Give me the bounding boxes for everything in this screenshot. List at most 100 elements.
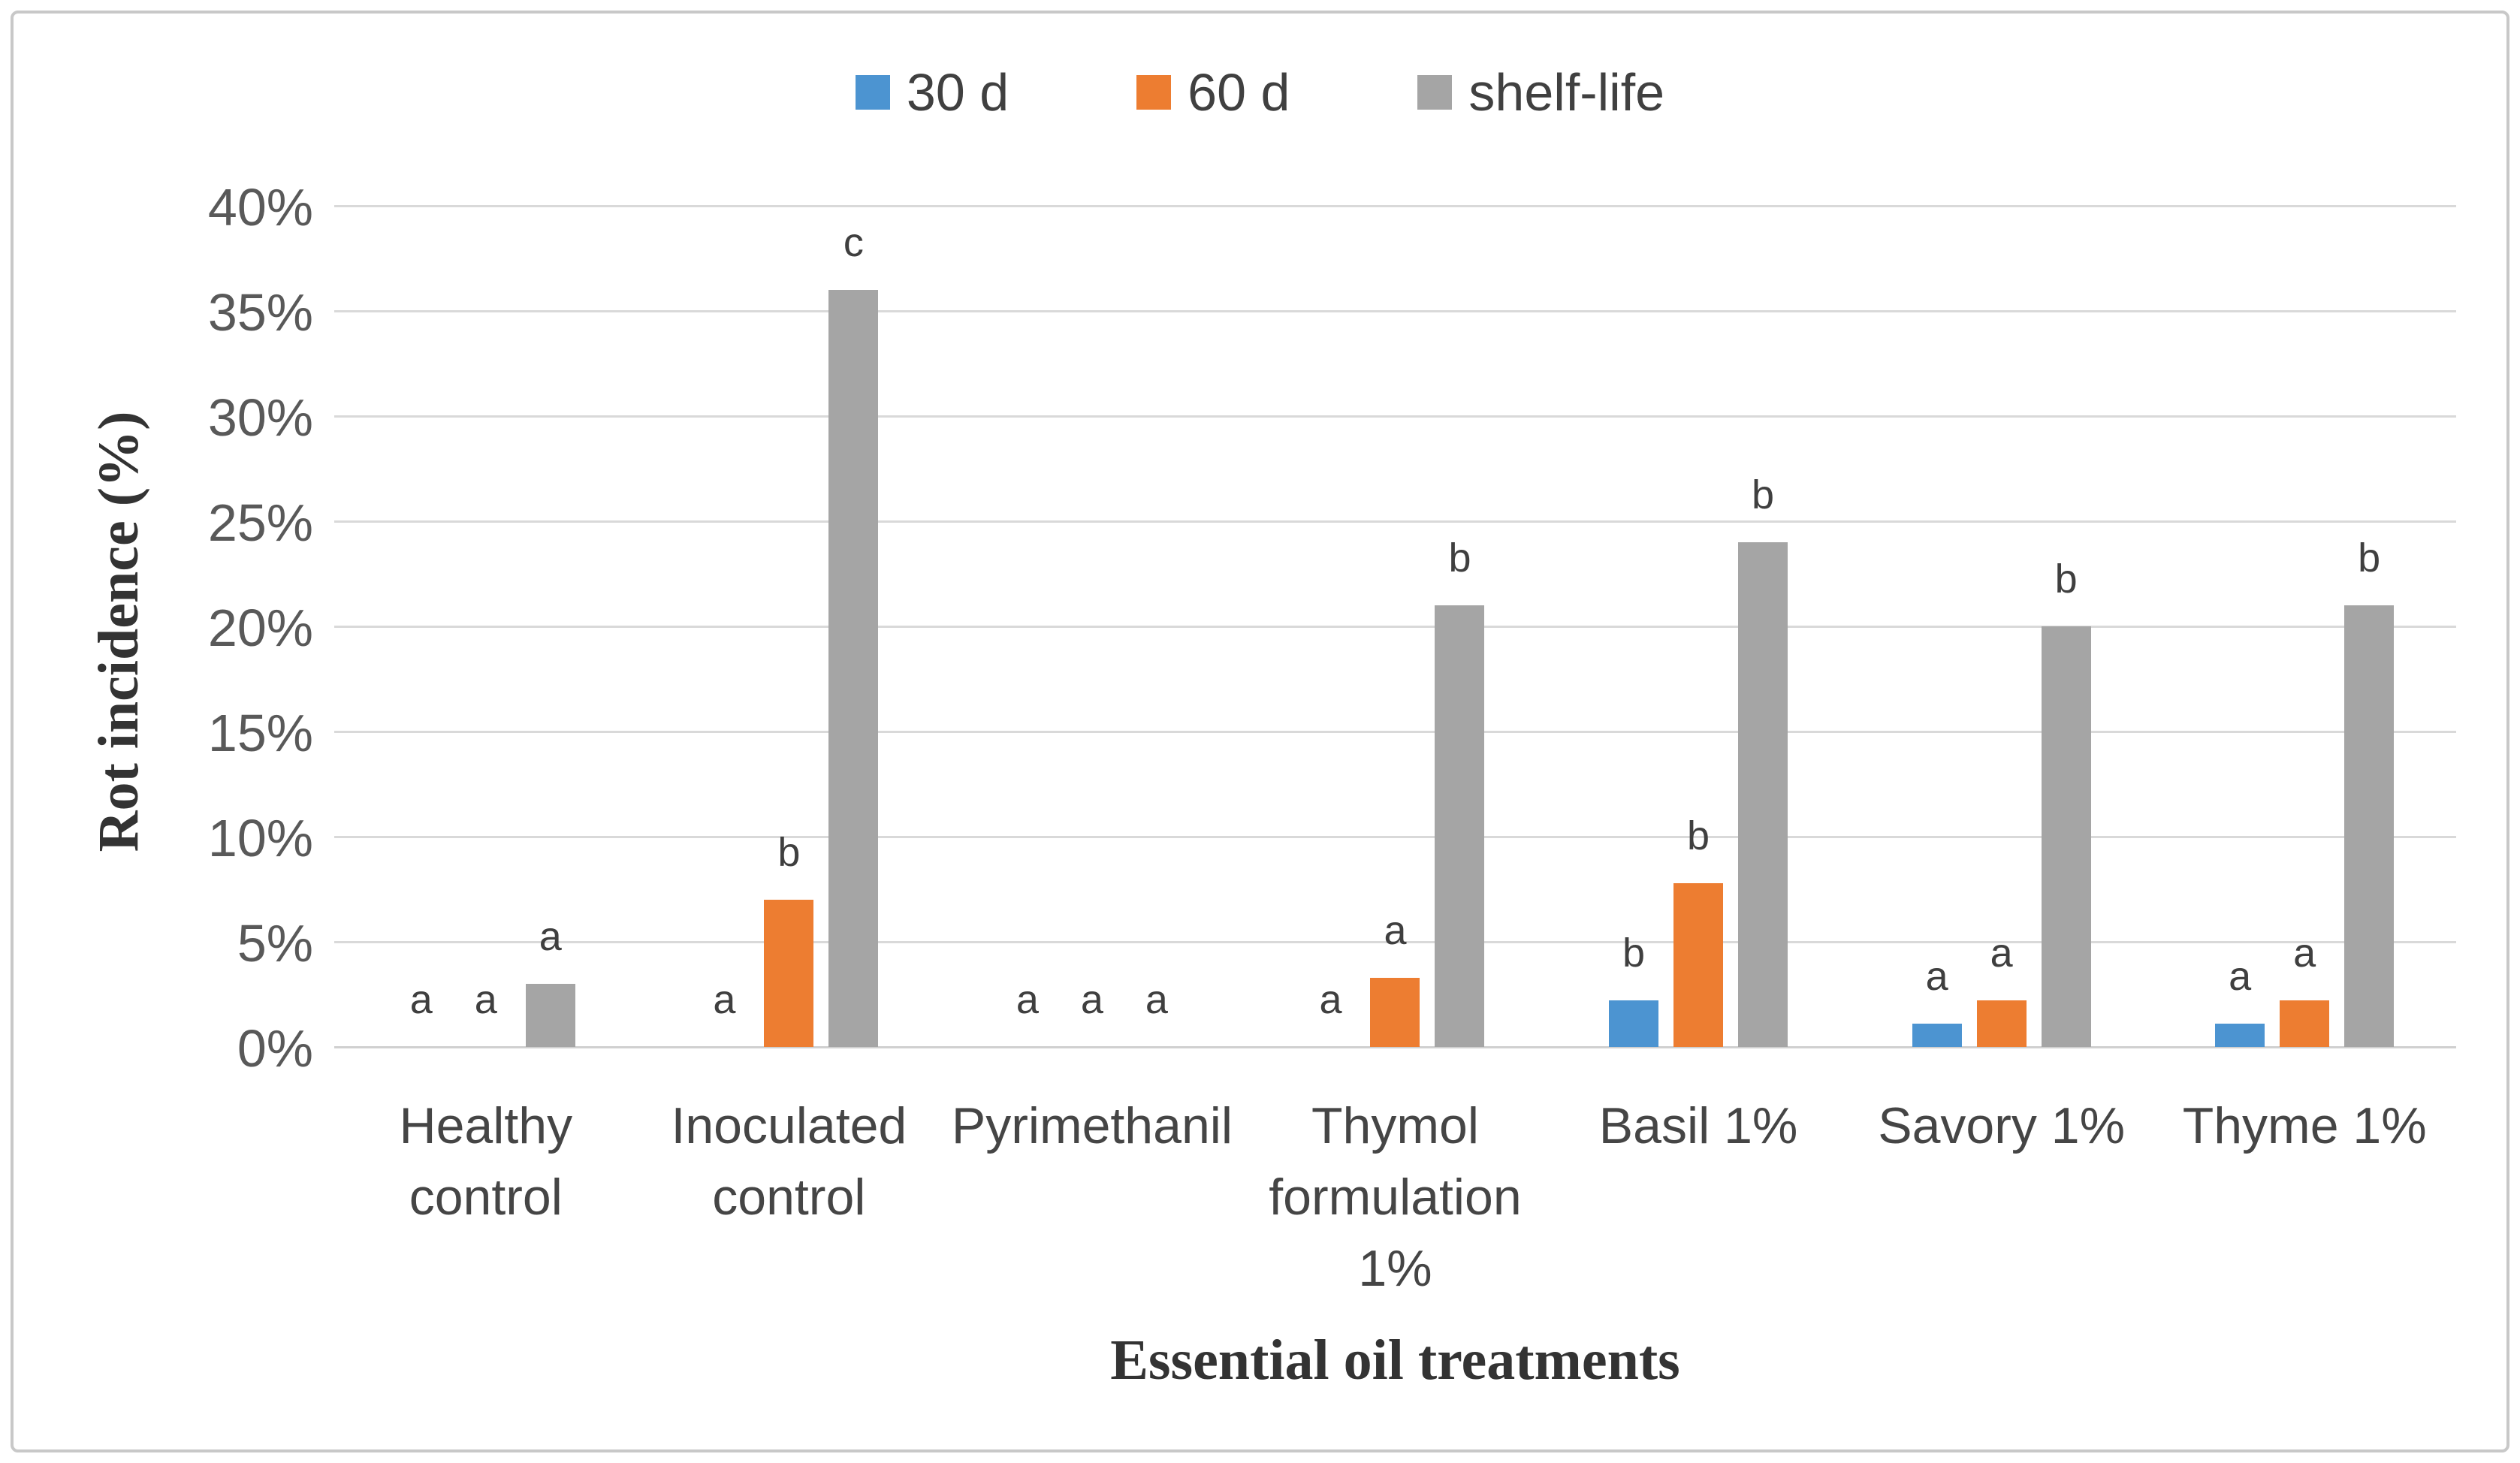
gridline <box>334 415 2456 418</box>
y-tick-label: 35% <box>207 283 313 342</box>
legend-item-shelf-life: shelf-life <box>1417 66 1664 119</box>
significance-letter: b <box>2358 535 2381 581</box>
significance-letter: b <box>1752 472 1775 517</box>
bar-slot: b <box>764 206 814 1047</box>
y-tick-label: 10% <box>207 809 313 867</box>
bar <box>2041 626 2091 1047</box>
bar <box>764 900 814 1047</box>
legend-swatch-60d <box>1136 75 1172 110</box>
significance-letter: b <box>1622 931 1646 976</box>
chart-legend: 30 d 60 d shelf-life <box>0 66 2520 119</box>
category-label: Thymol formulation 1% <box>1269 1097 1522 1298</box>
y-tick-label: 25% <box>207 493 313 552</box>
bar-slot: a <box>1305 206 1355 1047</box>
bar-group: b b b <box>1547 206 1850 1047</box>
bar <box>1673 882 1724 1047</box>
bar <box>1738 542 1788 1047</box>
significance-letter: a <box>713 977 736 1022</box>
significance-letter: a <box>2293 931 2316 976</box>
significance-letter: a <box>1319 977 1342 1022</box>
bar-slot: b <box>1673 206 1724 1047</box>
bar <box>2344 605 2395 1047</box>
bar-slot: b <box>1609 206 1659 1047</box>
bar-slot: a <box>699 206 749 1047</box>
gridline <box>334 626 2456 628</box>
significance-letter: a <box>1016 977 1039 1022</box>
bar <box>1435 605 1485 1047</box>
gridline <box>334 941 2456 943</box>
legend-item-60d: 60 d <box>1136 66 1290 119</box>
category-label: Healthy control <box>399 1097 573 1226</box>
bar-slot: b <box>1738 206 1788 1047</box>
bar-slot: a <box>1370 206 1420 1047</box>
legend-swatch-shelf-life <box>1417 75 1453 110</box>
category-label: Inoculated control <box>671 1097 907 1226</box>
bar <box>1976 1000 2027 1047</box>
legend-label: 30 d <box>906 63 1010 122</box>
significance-letter: a <box>1080 977 1103 1022</box>
bar-slot: a <box>2215 206 2265 1047</box>
bar-group: a b c <box>638 206 941 1047</box>
bar <box>525 984 575 1047</box>
significance-letter: a <box>1990 931 2013 976</box>
x-axis-labels: Healthy control Inoculated control Pyrimet… <box>334 1090 2456 1316</box>
bar-slot: a <box>1003 206 1052 1047</box>
legend-label: shelf-life <box>1468 63 1665 122</box>
legend-item-30d: 30 d <box>855 63 1010 122</box>
bar-slot: b <box>2041 206 2091 1047</box>
gridline <box>334 836 2456 838</box>
y-tick-label: 0% <box>237 1019 313 1078</box>
bar <box>2280 1000 2330 1047</box>
significance-letter: c <box>843 220 864 265</box>
y-tick-label: 20% <box>207 599 313 657</box>
legend-label: 60 d <box>1188 63 1290 122</box>
significance-letter: a <box>1384 907 1407 953</box>
significance-letter: a <box>2229 954 2252 1000</box>
significance-letter: a <box>1145 977 1168 1022</box>
y-tick-label: 40% <box>207 178 313 237</box>
bar-slot: a <box>461 206 511 1047</box>
significance-letter: a <box>1925 954 1948 1000</box>
bar-slot: c <box>828 206 879 1047</box>
x-axis-title: Essential oil treatments <box>1110 1329 1680 1392</box>
plot-area: 0% 5% 10% 15% 20% 25% 30% 35% 40% a a a a b c a a a a a b b b b… <box>208 181 2456 1075</box>
bar <box>1609 1000 1659 1047</box>
gridline <box>334 205 2456 207</box>
bar <box>2215 1024 2265 1047</box>
bar-slot: a <box>1132 206 1182 1047</box>
bar-slot: b <box>2344 206 2395 1047</box>
gridline <box>334 520 2456 523</box>
bar-slot: a <box>1067 206 1117 1047</box>
significance-letter: b <box>2054 557 2078 602</box>
bar-slot: a <box>525 206 575 1047</box>
y-axis-title: Rot incidence (%) <box>87 411 150 852</box>
bar-slot: a <box>397 206 446 1047</box>
bar <box>1912 1024 1962 1047</box>
y-tick-label: 15% <box>207 704 313 762</box>
gridline <box>334 310 2456 312</box>
significance-letter: b <box>1687 813 1710 858</box>
bar-slot: a <box>2280 206 2330 1047</box>
bar <box>1370 977 1420 1047</box>
legend-swatch-30d <box>855 75 890 110</box>
significance-letter: b <box>777 830 801 875</box>
significance-letter: a <box>474 977 497 1022</box>
significance-letter: b <box>1448 535 1471 581</box>
significance-letter: a <box>409 977 433 1022</box>
bar <box>828 290 879 1047</box>
category-label: Pyrimethanil <box>951 1097 1233 1154</box>
y-tick-label: 30% <box>207 388 313 447</box>
category-label: Basil 1% <box>1598 1097 1798 1154</box>
bar-slot: a <box>1976 206 2027 1047</box>
y-tick-label: 5% <box>237 914 313 973</box>
significance-letter: a <box>539 914 562 959</box>
category-label: Thyme 1% <box>2182 1097 2427 1154</box>
category-label: Savory 1% <box>1878 1097 2126 1154</box>
gridline <box>334 731 2456 733</box>
bar-slot: a <box>1912 206 1962 1047</box>
